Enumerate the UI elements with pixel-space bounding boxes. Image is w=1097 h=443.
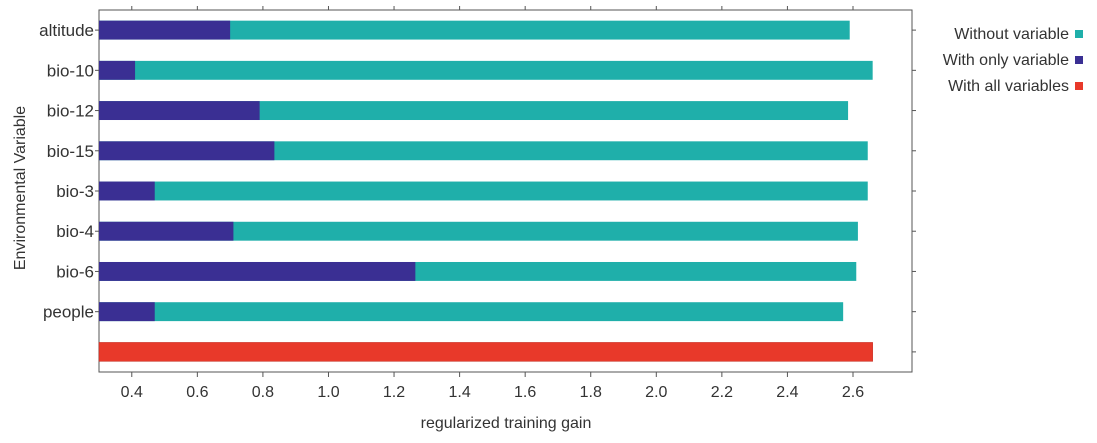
bar-only-bio-6: [99, 261, 416, 281]
y-tick-label: bio-6: [56, 262, 94, 281]
bar-only-bio-10: [99, 60, 136, 80]
x-tick-label: 1.2: [383, 384, 405, 401]
legend-label: With all variables: [948, 78, 1069, 95]
y-tick-label: bio-10: [47, 61, 94, 80]
bar-without-people: [99, 302, 844, 322]
legend-label: With only variable: [943, 52, 1069, 69]
legend-label: Without variable: [954, 26, 1069, 43]
y-tick-label: altitude: [39, 21, 94, 40]
bar-without-bio-15: [99, 141, 868, 161]
legend: Without variable With only variable With a…: [943, 26, 1083, 95]
legend-swatch: [1075, 56, 1083, 64]
bar-with-all-variables: [98, 342, 873, 362]
y-axis-title: Environmental Variable: [12, 106, 29, 270]
plot-area: altitude bio-10 bio-12 bio-15 bio-3 bio-4 bio-…: [39, 6, 916, 401]
x-tick-label: 2.4: [776, 384, 798, 401]
y-tick-label: bio-12: [47, 102, 94, 121]
y-tick-label: people: [43, 303, 94, 322]
y-tick-label: bio-15: [47, 142, 94, 161]
x-tick-label: 2.0: [645, 384, 667, 401]
bar-without-altitude: [99, 20, 850, 40]
x-tick-label: 1.8: [580, 384, 602, 401]
x-tick-label: 2.2: [711, 384, 733, 401]
bar-only-bio-12: [99, 101, 260, 121]
x-tick-label: 1.6: [514, 384, 536, 401]
bar-only-bio-4: [99, 221, 234, 241]
bar-only-altitude: [99, 20, 231, 40]
y-tick-label: bio-3: [56, 182, 94, 201]
x-tick-label: 2.6: [842, 384, 864, 401]
x-axis-title: regularized training gain: [421, 415, 592, 432]
legend-swatch: [1075, 82, 1083, 90]
x-tick-label: 1.4: [448, 384, 470, 401]
bar-only-people: [99, 302, 155, 322]
bar-without-bio-12: [99, 101, 849, 121]
x-tick-label: 1.0: [317, 384, 339, 401]
x-tick-label: 0.4: [121, 384, 143, 401]
bar-without-bio-3: [99, 181, 868, 201]
bar-only-bio-3: [99, 181, 155, 201]
y-tick-label: bio-4: [56, 222, 94, 241]
x-tick-label: 0.6: [186, 384, 208, 401]
bar-without-bio-10: [99, 60, 873, 80]
bar-without-bio-4: [99, 221, 858, 241]
bar-only-bio-15: [99, 141, 275, 161]
x-tick-label: 0.8: [252, 384, 274, 401]
legend-swatch: [1075, 30, 1083, 38]
